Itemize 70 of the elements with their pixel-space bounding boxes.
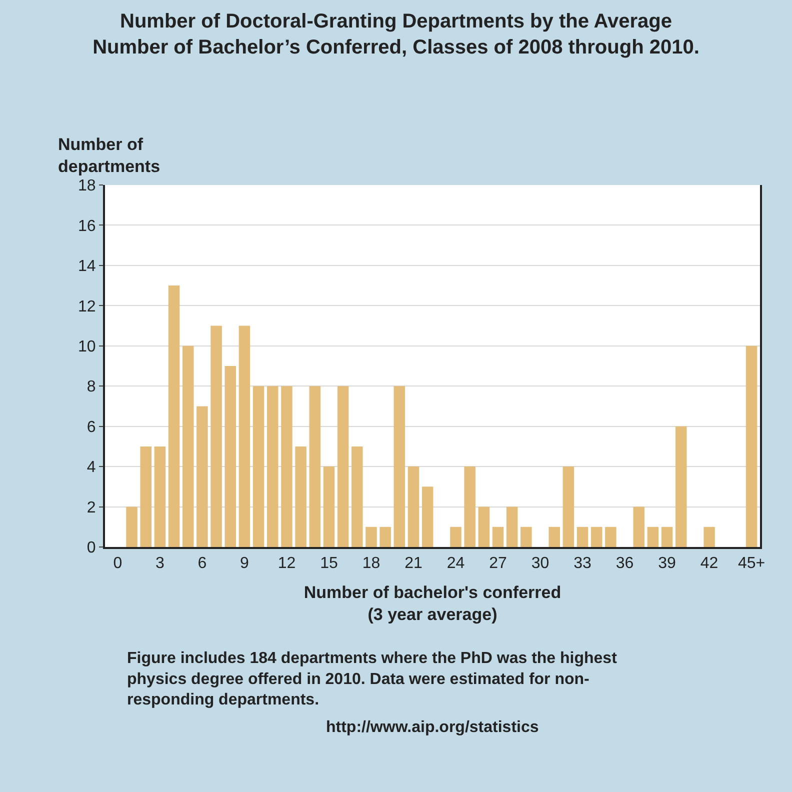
bar — [352, 446, 363, 547]
y-tick-label: 16 — [78, 218, 96, 235]
x-tick-label: 0 — [113, 555, 122, 572]
text: Figure includes 184 departments where the PhD was the highest physics degree offered in 2010. Data were estimated for non- responding departments. — [127, 650, 618, 709]
bar — [520, 526, 532, 547]
bar — [380, 526, 391, 547]
bar — [408, 466, 420, 547]
y-tick-label: 4 — [86, 459, 96, 476]
bar — [704, 526, 715, 547]
x-tick-label: 12 — [278, 555, 296, 572]
x-tick-label: 18 — [362, 555, 380, 572]
y-tick-label: 12 — [78, 298, 96, 316]
x-tick-label: 30 — [531, 555, 550, 572]
y-tick-label: 14 — [78, 258, 96, 276]
bar — [266, 386, 278, 547]
bar — [492, 526, 504, 547]
x-tick-label: 39 — [658, 555, 676, 572]
bar — [210, 326, 222, 547]
bar — [295, 446, 306, 547]
y-tick-label: 0 — [86, 540, 96, 557]
y-tick-label: 8 — [86, 378, 96, 396]
bar — [224, 366, 236, 547]
x-tick-label: 24 — [446, 555, 465, 572]
bar — [140, 446, 152, 547]
x-tick-label: 6 — [198, 555, 207, 572]
bar — [647, 526, 659, 547]
y-tick-label: 10 — [78, 338, 96, 356]
x-tick-label: 21 — [404, 555, 422, 572]
y-axis-title: Number of departments — [58, 135, 160, 176]
bar — [746, 346, 758, 547]
x-tick-label: 42 — [700, 555, 718, 572]
bar — [154, 446, 166, 547]
x-axis-title: Number of bachelor's conferred (3 year average) — [304, 583, 562, 624]
bar — [464, 466, 476, 547]
bar — [238, 326, 250, 547]
text: http://www.aip.org/statistics — [326, 719, 539, 736]
bar — [661, 526, 673, 547]
bar — [182, 346, 194, 547]
x-tick-label: 36 — [616, 555, 634, 572]
bar — [394, 386, 406, 547]
bar — [281, 386, 292, 547]
bar — [450, 526, 462, 547]
bar — [422, 486, 434, 547]
bar — [590, 526, 602, 547]
y-tick-label: 2 — [86, 499, 96, 516]
bar — [252, 386, 264, 547]
x-tick-label: 33 — [574, 555, 592, 572]
bar — [548, 526, 560, 547]
x-tick-label: 45+ — [738, 555, 766, 572]
chart-title: Number of Doctoral-Granting Departments by the Average Number of Bachelor’s Conferred, Classes of 2008 through 2010. — [92, 10, 700, 59]
bar — [675, 426, 687, 547]
x-tick-label: 15 — [320, 555, 338, 572]
x-tick-label: 9 — [240, 555, 249, 572]
bar — [576, 526, 588, 547]
bar — [562, 466, 574, 547]
bar — [309, 386, 321, 547]
bar — [605, 526, 616, 547]
y-tick-label: 18 — [78, 178, 96, 195]
x-tick-label: 27 — [489, 555, 507, 572]
bar — [323, 466, 335, 547]
bar — [337, 386, 349, 547]
x-tick-label: 3 — [155, 555, 164, 572]
y-tick-label: 6 — [86, 418, 96, 436]
bar — [506, 506, 518, 547]
bar — [633, 506, 644, 547]
bar — [478, 506, 490, 547]
bar — [126, 506, 138, 547]
bar — [366, 526, 377, 547]
bar — [196, 406, 208, 547]
bar — [168, 286, 180, 547]
